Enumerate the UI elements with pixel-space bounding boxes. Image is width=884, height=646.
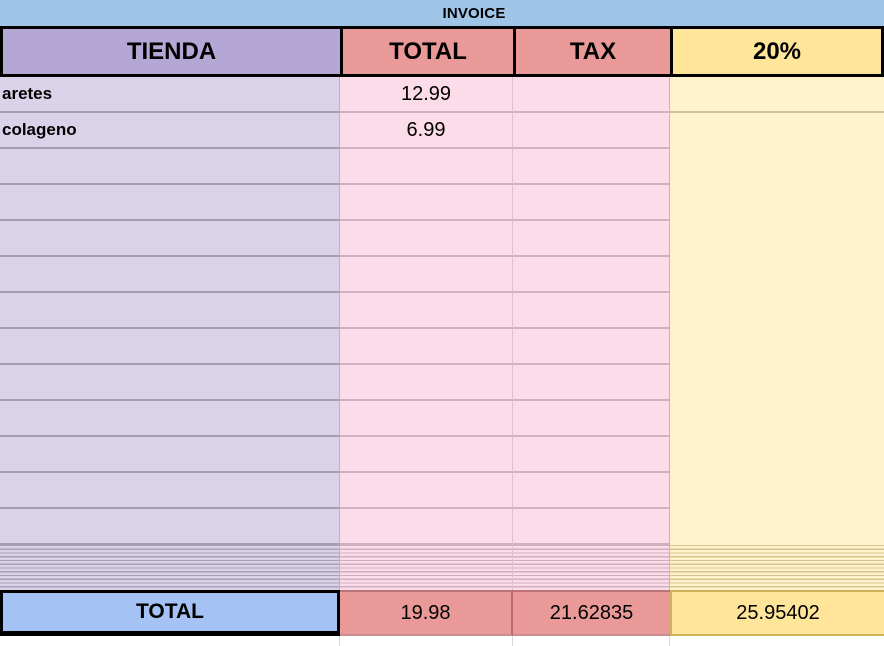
cell-tax[interactable] bbox=[513, 257, 670, 293]
table-row bbox=[0, 473, 884, 509]
cell-tax[interactable] bbox=[513, 77, 670, 113]
cell-pct[interactable] bbox=[670, 401, 884, 437]
cell-tienda[interactable] bbox=[0, 437, 340, 473]
cell-tax[interactable] bbox=[513, 149, 670, 185]
cell-pct[interactable] bbox=[670, 473, 884, 509]
cell-tax[interactable] bbox=[513, 185, 670, 221]
footer-total-sum-cell[interactable]: 19.98 bbox=[340, 590, 513, 636]
cell-total[interactable] bbox=[340, 401, 513, 437]
cell-tax[interactable] bbox=[513, 365, 670, 401]
cell-tienda[interactable] bbox=[0, 185, 340, 221]
column-header-tienda-label: TIENDA bbox=[126, 37, 217, 65]
collapsed-rows-20pct bbox=[670, 545, 884, 590]
header-row: TIENDA TOTAL TAX 20% bbox=[0, 26, 884, 77]
table-row bbox=[0, 149, 884, 185]
table-row: aretes 12.99 bbox=[0, 77, 884, 113]
table-row bbox=[0, 437, 884, 473]
table-row bbox=[0, 257, 884, 293]
footer-tax-sum: 21.62835 bbox=[549, 601, 634, 624]
footer-tax-sum-cell[interactable]: 21.62835 bbox=[513, 590, 670, 636]
collapsed-rows-total bbox=[340, 545, 513, 590]
cell-tax[interactable] bbox=[513, 437, 670, 473]
collapsed-rows-band bbox=[0, 545, 884, 590]
cell-pct[interactable] bbox=[670, 221, 884, 257]
footer-total-label: TOTAL bbox=[135, 600, 205, 623]
table-row bbox=[0, 221, 884, 257]
table-row: colageno 6.99 bbox=[0, 113, 884, 149]
cell-tienda[interactable] bbox=[0, 257, 340, 293]
total-row: TOTAL 19.98 21.62835 25.95402 bbox=[0, 590, 884, 636]
column-header-20pct-label: 20% bbox=[752, 37, 802, 65]
cell-tienda[interactable] bbox=[0, 473, 340, 509]
cell-total[interactable] bbox=[340, 437, 513, 473]
below-table-col-divider bbox=[340, 636, 513, 646]
invoice-title: INVOICE bbox=[442, 4, 506, 22]
table-row bbox=[0, 185, 884, 221]
cell-total[interactable] bbox=[340, 257, 513, 293]
cell-total[interactable]: 12.99 bbox=[340, 77, 513, 113]
cell-total[interactable] bbox=[340, 329, 513, 365]
cell-tax[interactable] bbox=[513, 509, 670, 545]
cell-tienda[interactable]: aretes bbox=[0, 77, 340, 113]
column-header-20pct[interactable]: 20% bbox=[670, 29, 884, 74]
column-header-total[interactable]: TOTAL bbox=[340, 29, 513, 74]
table-row bbox=[0, 509, 884, 545]
column-header-tienda[interactable]: TIENDA bbox=[0, 29, 340, 74]
collapsed-rows-tax bbox=[513, 545, 670, 590]
cell-tax[interactable] bbox=[513, 401, 670, 437]
below-table-col-divider bbox=[513, 636, 670, 646]
cell-tienda[interactable] bbox=[0, 329, 340, 365]
cell-tienda[interactable] bbox=[0, 509, 340, 545]
cell-tax[interactable] bbox=[513, 113, 670, 149]
table-row bbox=[0, 401, 884, 437]
cell-pct[interactable] bbox=[670, 437, 884, 473]
footer-total-label-cell[interactable]: TOTAL bbox=[0, 590, 340, 636]
cell-total[interactable] bbox=[340, 509, 513, 545]
table-row bbox=[0, 329, 884, 365]
table-row bbox=[0, 293, 884, 329]
cell-tienda[interactable] bbox=[0, 365, 340, 401]
cell-total[interactable]: 6.99 bbox=[340, 113, 513, 149]
cell-pct[interactable] bbox=[670, 257, 884, 293]
cell-tax[interactable] bbox=[513, 329, 670, 365]
cell-tax[interactable] bbox=[513, 293, 670, 329]
below-table-col-divider bbox=[670, 636, 884, 646]
cell-total[interactable] bbox=[340, 149, 513, 185]
collapsed-rows-tienda bbox=[0, 545, 340, 590]
cell-tienda[interactable]: colageno bbox=[0, 113, 340, 149]
cell-total[interactable] bbox=[340, 473, 513, 509]
cell-pct[interactable] bbox=[670, 149, 884, 185]
column-header-total-label: TOTAL bbox=[389, 37, 467, 65]
cell-pct[interactable] bbox=[670, 293, 884, 329]
invoice-grid: aretes 12.99 colageno 6.99 bbox=[0, 77, 884, 545]
cell-pct[interactable] bbox=[670, 77, 884, 113]
cell-tienda[interactable] bbox=[0, 149, 340, 185]
table-row bbox=[0, 365, 884, 401]
below-table-col-divider bbox=[0, 636, 340, 646]
footer-total-sum: 19.98 bbox=[400, 601, 451, 624]
below-table-area bbox=[0, 636, 884, 646]
cell-tienda[interactable] bbox=[0, 221, 340, 257]
cell-tienda[interactable] bbox=[0, 401, 340, 437]
cell-pct[interactable] bbox=[670, 509, 884, 545]
cell-tienda[interactable] bbox=[0, 293, 340, 329]
cell-tax[interactable] bbox=[513, 221, 670, 257]
cell-total[interactable] bbox=[340, 365, 513, 401]
cell-pct[interactable] bbox=[670, 365, 884, 401]
cell-pct[interactable] bbox=[670, 113, 884, 149]
cell-total[interactable] bbox=[340, 185, 513, 221]
footer-20pct-sum: 25.95402 bbox=[736, 601, 820, 624]
cell-total[interactable] bbox=[340, 293, 513, 329]
footer-20pct-sum-cell[interactable]: 25.95402 bbox=[670, 590, 884, 636]
column-header-tax[interactable]: TAX bbox=[513, 29, 670, 74]
cell-total[interactable] bbox=[340, 221, 513, 257]
invoice-title-band: INVOICE bbox=[0, 0, 884, 26]
column-header-tax-label: TAX bbox=[569, 37, 617, 65]
cell-pct[interactable] bbox=[670, 185, 884, 221]
cell-pct[interactable] bbox=[670, 329, 884, 365]
cell-tax[interactable] bbox=[513, 473, 670, 509]
